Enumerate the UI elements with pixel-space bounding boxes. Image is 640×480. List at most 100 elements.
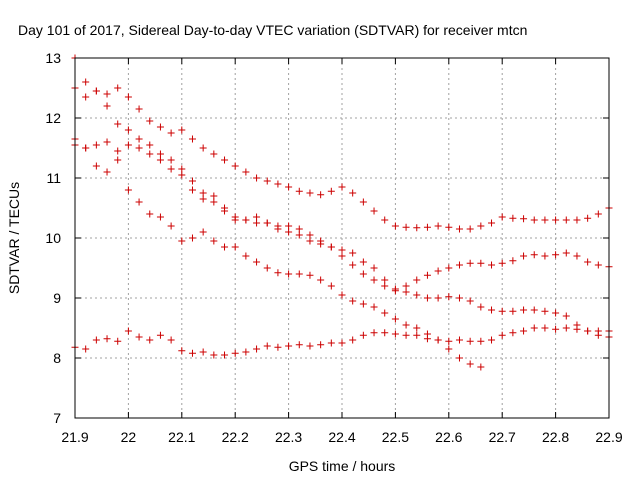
data-point [210, 150, 218, 158]
data-point [391, 330, 399, 338]
data-point [402, 288, 410, 296]
data-point [199, 228, 207, 236]
data-point [573, 325, 581, 333]
data-point [466, 225, 474, 233]
data-point [338, 252, 346, 260]
data-point [146, 210, 154, 218]
y-tick-label: 11 [46, 170, 61, 186]
data-point [455, 354, 463, 362]
data-point [306, 237, 314, 245]
data-point [423, 294, 431, 302]
data-point [103, 138, 111, 146]
data-point [210, 192, 218, 200]
data-point [594, 261, 602, 269]
data-point [445, 223, 453, 231]
data-point [231, 243, 239, 251]
data-point [413, 224, 421, 232]
data-point [253, 174, 261, 182]
data-point [349, 189, 357, 197]
data-point [391, 222, 399, 230]
data-point [317, 240, 325, 248]
data-point [327, 282, 335, 290]
data-point [359, 258, 367, 266]
data-point [274, 343, 282, 351]
data-point [584, 258, 592, 266]
data-point [285, 342, 293, 350]
data-point [306, 271, 314, 279]
data-point [370, 207, 378, 215]
data-point [520, 306, 528, 314]
data-point [552, 216, 560, 224]
series-track-5 [71, 324, 613, 359]
data-point [477, 303, 485, 311]
data-point [541, 216, 549, 224]
data-point [103, 168, 111, 176]
data-point [573, 216, 581, 224]
series-track-2 [71, 54, 613, 295]
data-point [156, 331, 164, 339]
data-point [466, 337, 474, 345]
data-point [167, 129, 175, 137]
data-point [242, 252, 250, 260]
data-point [82, 93, 90, 101]
data-point [413, 331, 421, 339]
data-point [552, 325, 560, 333]
series-track-1 [71, 84, 613, 233]
data-point [221, 351, 229, 359]
data-point [114, 120, 122, 128]
data-point [338, 339, 346, 347]
data-point [562, 312, 570, 320]
data-point [594, 327, 602, 335]
data-point [370, 276, 378, 284]
data-point [381, 309, 389, 317]
data-point [210, 351, 218, 359]
series-track-4 [71, 138, 485, 371]
data-point [295, 341, 303, 349]
data-point [488, 306, 496, 314]
data-point [156, 213, 164, 221]
data-point [520, 327, 528, 335]
data-point [242, 348, 250, 356]
data-point [584, 214, 592, 222]
data-point [349, 249, 357, 257]
data-point [199, 195, 207, 203]
data-point [285, 270, 293, 278]
data-point [210, 198, 218, 206]
data-point [103, 102, 111, 110]
data-point [488, 336, 496, 344]
data-point [103, 90, 111, 98]
data-point [466, 259, 474, 267]
data-point [381, 282, 389, 290]
x-tick-label: 22.1 [168, 429, 195, 445]
data-point [402, 223, 410, 231]
y-tick-label: 13 [45, 50, 61, 66]
data-point [124, 126, 132, 134]
data-point [231, 162, 239, 170]
data-point [530, 216, 538, 224]
y-tick-labels: 7 8 9 10 11 12 13 [45, 50, 61, 426]
data-point [402, 282, 410, 290]
data-point [82, 345, 90, 353]
data-point [135, 105, 143, 113]
data-point [274, 269, 282, 277]
data-point [178, 126, 186, 134]
series-track-3 [71, 135, 613, 341]
data-point [509, 329, 517, 337]
data-point [82, 78, 90, 86]
data-point [402, 331, 410, 339]
data-point [167, 165, 175, 173]
data-point [274, 180, 282, 188]
data-point [285, 183, 293, 191]
data-point [445, 264, 453, 272]
data-point [423, 223, 431, 231]
data-point [167, 222, 175, 230]
data-point [552, 309, 560, 317]
data-point [562, 324, 570, 332]
data-point [370, 303, 378, 311]
data-point [349, 336, 357, 344]
data-point [242, 168, 250, 176]
data-point [146, 336, 154, 344]
data-point [178, 347, 186, 355]
data-point [552, 251, 560, 259]
x-tick-label: 22.5 [382, 429, 409, 445]
